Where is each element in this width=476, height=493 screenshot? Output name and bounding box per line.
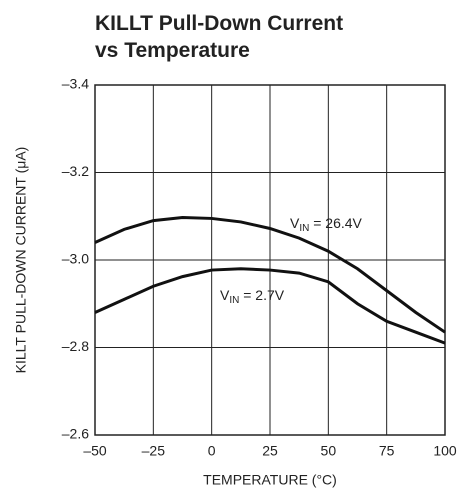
label-sub: IN — [229, 295, 239, 306]
line-series — [94, 216, 446, 334]
y-axis-label: KILLT PULL-DOWN CURRENT (μA) — [13, 147, 29, 374]
series-label: VIN = 26.4V — [290, 215, 363, 234]
label-sub: IN — [299, 223, 309, 234]
plot-frame — [94, 84, 446, 436]
x-tick-label: 75 — [379, 443, 395, 459]
x-tick-label: 25 — [262, 443, 278, 459]
x-tick-label: –50 — [83, 443, 107, 459]
y-tick-label: –3.2 — [62, 163, 89, 179]
chart-title: KILLT Pull-Down Current — [95, 12, 343, 35]
label-main: V — [290, 215, 300, 231]
x-tick-label: 0 — [208, 443, 216, 459]
y-tick-label: –2.6 — [62, 426, 89, 442]
x-axis-label: TEMPERATURE (°C) — [203, 472, 337, 488]
y-tick-label: –2.8 — [62, 338, 89, 354]
label-rest: = 26.4V — [309, 215, 362, 231]
series-label: VIN = 2.7V — [220, 287, 285, 306]
y-tick-label: –3.4 — [62, 76, 89, 92]
label-rest: = 2.7V — [239, 287, 284, 303]
y-tick-label: –3.0 — [62, 251, 89, 267]
x-tick-label: 100 — [433, 443, 457, 459]
x-tick-label: 50 — [321, 443, 337, 459]
x-tick-label: –25 — [142, 443, 166, 459]
chart-title: vs Temperature — [95, 39, 250, 62]
label-main: V — [220, 287, 230, 303]
line-series — [94, 267, 446, 345]
